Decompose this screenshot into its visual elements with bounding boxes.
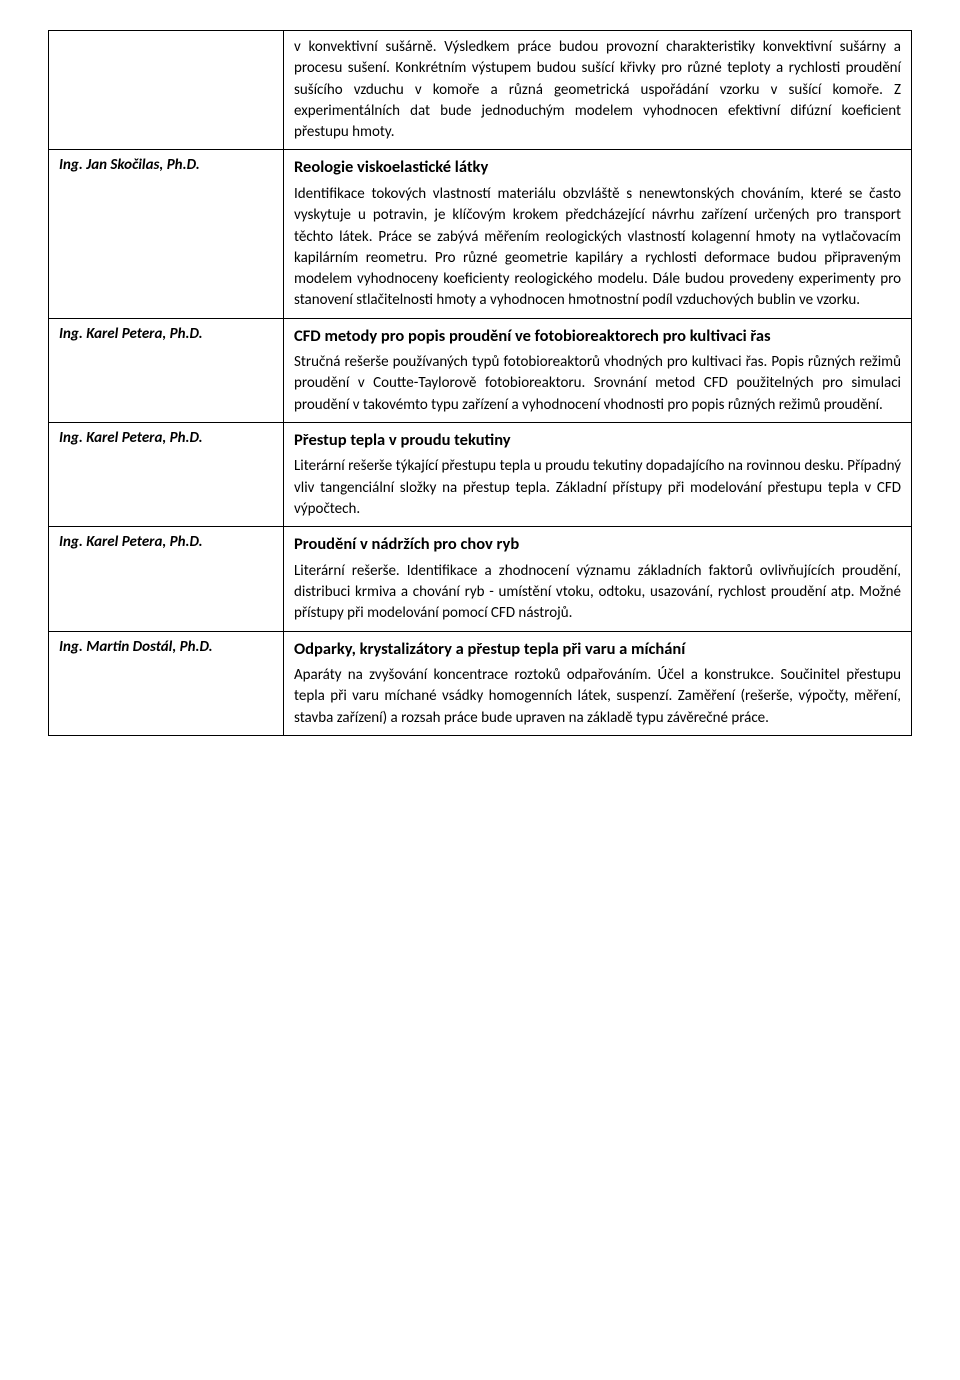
topic-description: Literární rešerše. Identifikace a zhodno…	[294, 561, 901, 625]
table-row: v konvektivní sušárně. Výsledkem práce b…	[49, 31, 912, 150]
thesis-topics-table: v konvektivní sušárně. Výsledkem práce b…	[48, 30, 912, 736]
content-cell: Proudění v nádržích pro chov ryb Literár…	[284, 527, 912, 631]
topic-title: Odparky, krystalizátory a přestup tepla …	[294, 638, 901, 661]
content-cell: CFD metody pro popis proudění ve fotobio…	[284, 318, 912, 422]
topic-description: Identifikace tokových vlastností materiá…	[294, 184, 901, 312]
topic-title: Přestup tepla v proudu tekutiny	[294, 429, 901, 452]
content-cell: Přestup tepla v proudu tekutiny Literárn…	[284, 423, 912, 527]
author-cell: Ing. Karel Petera, Ph.D.	[49, 527, 284, 631]
table-row: Ing. Martin Dostál, Ph.D. Odparky, kryst…	[49, 631, 912, 735]
topic-title: CFD metody pro popis proudění ve fotobio…	[294, 325, 901, 348]
table-row: Ing. Karel Petera, Ph.D. Proudění v nádr…	[49, 527, 912, 631]
table-body: v konvektivní sušárně. Výsledkem práce b…	[49, 31, 912, 736]
table-row: Ing. Karel Petera, Ph.D. CFD metody pro …	[49, 318, 912, 422]
topic-description: Stručná rešerše používaných typů fotobio…	[294, 352, 901, 416]
content-cell: Reologie viskoelastické látky Identifika…	[284, 150, 912, 318]
topic-description: Aparáty na zvyšování koncentrace roztoků…	[294, 665, 901, 729]
topic-description: v konvektivní sušárně. Výsledkem práce b…	[294, 37, 901, 143]
table-row: Ing. Karel Petera, Ph.D. Přestup tepla v…	[49, 423, 912, 527]
content-cell: Odparky, krystalizátory a přestup tepla …	[284, 631, 912, 735]
author-cell	[49, 31, 284, 150]
content-cell: v konvektivní sušárně. Výsledkem práce b…	[284, 31, 912, 150]
author-cell: Ing. Jan Skočilas, Ph.D.	[49, 150, 284, 318]
topic-title: Proudění v nádržích pro chov ryb	[294, 533, 901, 556]
table-row: Ing. Jan Skočilas, Ph.D. Reologie viskoe…	[49, 150, 912, 318]
author-cell: Ing. Karel Petera, Ph.D.	[49, 318, 284, 422]
author-cell: Ing. Martin Dostál, Ph.D.	[49, 631, 284, 735]
author-cell: Ing. Karel Petera, Ph.D.	[49, 423, 284, 527]
topic-title: Reologie viskoelastické látky	[294, 156, 901, 179]
topic-description: Literární rešerše týkající přestupu tepl…	[294, 456, 901, 520]
